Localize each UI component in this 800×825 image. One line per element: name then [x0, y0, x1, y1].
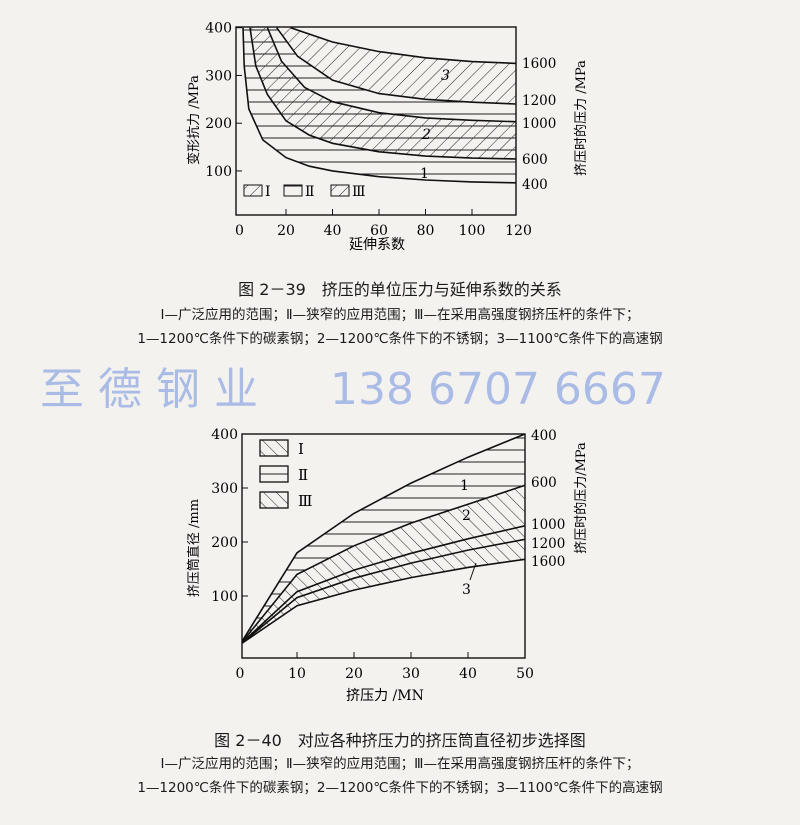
- curve-1600: [242, 558, 525, 645]
- legend-label-1: Ⅰ: [298, 440, 304, 458]
- hatched-region: [242, 434, 525, 643]
- y-tick-label: 300: [205, 68, 232, 84]
- legend-swatch-3: [330, 184, 350, 197]
- y2-axis-label: 挤压时的压力 /MPa: [573, 60, 589, 176]
- y-axis-label: 变形抗力 /MPa: [186, 75, 202, 165]
- figure2-caption: 图 2－40 对应各种挤压力的挤压筒直径初步选择图: [214, 731, 586, 750]
- y-tick-label: 300: [211, 481, 238, 497]
- x-tick-label: 60: [370, 223, 388, 239]
- y-tick-label: 400: [205, 21, 232, 37]
- figure2-note1: Ⅰ—广泛应用的范围；Ⅱ—狭窄的应用范围；Ⅲ—在采用高强度钢挤压杆的条件下；: [160, 756, 640, 772]
- legend-swatch-1: [259, 439, 289, 457]
- legend-label-3: Ⅲ: [298, 492, 312, 510]
- curve-label-2: 2: [462, 508, 471, 524]
- legend-swatch-1: [243, 184, 263, 197]
- curve-label-2: 2: [421, 127, 431, 143]
- curve-1200: [276, 27, 516, 105]
- legend: Ⅰ Ⅱ Ⅲ: [243, 184, 366, 200]
- x-tick-label: 30: [402, 666, 420, 682]
- x-tick-label: 0: [235, 223, 244, 239]
- x-axis-label: 延伸系数: [349, 237, 405, 253]
- x-tick-label: 80: [417, 223, 435, 239]
- chart-container-diameter-vs-force: 0 10 20 30 40 50 100 200 300 400 400 600 1000 1200 160…: [186, 427, 589, 704]
- x-tick-label: 20: [277, 223, 295, 239]
- y-tick-label: 200: [211, 535, 238, 551]
- y2-pressure-label: 400: [522, 177, 548, 193]
- curve-label-3: 3: [441, 68, 450, 84]
- y2-pressure-label: 600: [531, 475, 557, 491]
- x-tick-label: 120: [505, 223, 532, 239]
- x-tick-label: 20: [345, 666, 363, 682]
- hatched-region: [276, 27, 516, 104]
- figure1-caption: 图 2－39 挤压的单位压力与延伸系数的关系: [238, 280, 562, 299]
- legend: Ⅰ Ⅱ Ⅲ: [259, 439, 312, 510]
- curve-label-3: 3: [462, 582, 471, 598]
- y2-pressure-label: 1200: [531, 536, 565, 552]
- curve-1600: [290, 27, 516, 65]
- curve-400: [242, 434, 525, 643]
- curve-label-3-leader: [469, 562, 477, 581]
- y-axis-label: 挤压筒直径 /mm: [186, 499, 202, 597]
- legend-label-1: Ⅰ: [265, 184, 271, 200]
- plot-frame: [235, 26, 517, 216]
- y2-pressure-label: 1600: [522, 56, 556, 72]
- x-tick-label: 10: [288, 666, 306, 682]
- x-axis-label: 挤压力 /MN: [346, 688, 424, 704]
- legend-swatch-2: [259, 465, 289, 483]
- figure1-note1: Ⅰ—广泛应用的范围；Ⅱ—狭窄的应用范围；Ⅲ—在采用高强度钢挤压杆的条件下；: [160, 307, 640, 323]
- y2-pressure-label: 1000: [522, 116, 556, 132]
- watermark-line2: 138 6707 6667: [330, 364, 666, 415]
- hatched-region: [242, 485, 525, 644]
- y2-pressure-label: 600: [522, 152, 548, 168]
- y-tick-label: 100: [205, 164, 232, 180]
- x-tick-label: 40: [324, 223, 342, 239]
- curve-label-1: 1: [420, 166, 429, 182]
- hatched-region: [250, 27, 516, 159]
- y-tick-label: 400: [211, 427, 238, 443]
- hatched-region: [243, 27, 516, 183]
- y2-axis-label: 挤压时的压力/MPa: [573, 442, 589, 554]
- y-tick-label: 200: [205, 116, 232, 132]
- watermark: 至 德 钢 业 138 6707 6667: [40, 364, 666, 415]
- x-tick-label: 0: [236, 666, 245, 682]
- watermark-line1: 至 德 钢 业: [40, 364, 258, 415]
- curve-label-1: 1: [460, 478, 469, 494]
- legend-swatch-2: [283, 184, 303, 197]
- x-tick-label: 100: [459, 223, 486, 239]
- curve-600: [249, 27, 516, 160]
- x-tick-label: 40: [459, 666, 477, 682]
- curve-400: [242, 27, 516, 184]
- figure1-note2: 1—1200℃条件下的碳素钢；2—1200℃条件下的不锈钢；3—1100℃条件下…: [137, 331, 663, 347]
- y-tick-label: 100: [211, 589, 238, 605]
- legend-label-2: Ⅱ: [305, 184, 315, 200]
- y2-pressure-label: 1000: [531, 517, 565, 533]
- y2-pressure-label: 400: [531, 428, 557, 444]
- legend-label-2: Ⅱ: [298, 466, 308, 484]
- curve-600: [242, 484, 525, 644]
- chart-extrusion-pressure-vs-elongation: 0 20 40 60 80 100 120 100 200 300 400 400 600 1000 120…: [186, 21, 589, 253]
- x-tick-label: 50: [516, 666, 534, 682]
- hatched-region: [267, 27, 516, 122]
- plot-frame: [241, 433, 526, 659]
- legend-label-3: Ⅲ: [352, 184, 366, 200]
- curve-1000: [242, 525, 525, 644]
- y2-pressure-label: 1200: [522, 93, 556, 109]
- y2-pressure-label: 1600: [531, 554, 565, 570]
- figure2-note2: 1—1200℃条件下的碳素钢；2—1200℃条件下的不锈钢；3—1100℃条件下…: [137, 780, 663, 796]
- curve-1000: [266, 27, 516, 123]
- legend-swatch-3: [259, 491, 289, 509]
- curve-1200: [242, 538, 525, 644]
